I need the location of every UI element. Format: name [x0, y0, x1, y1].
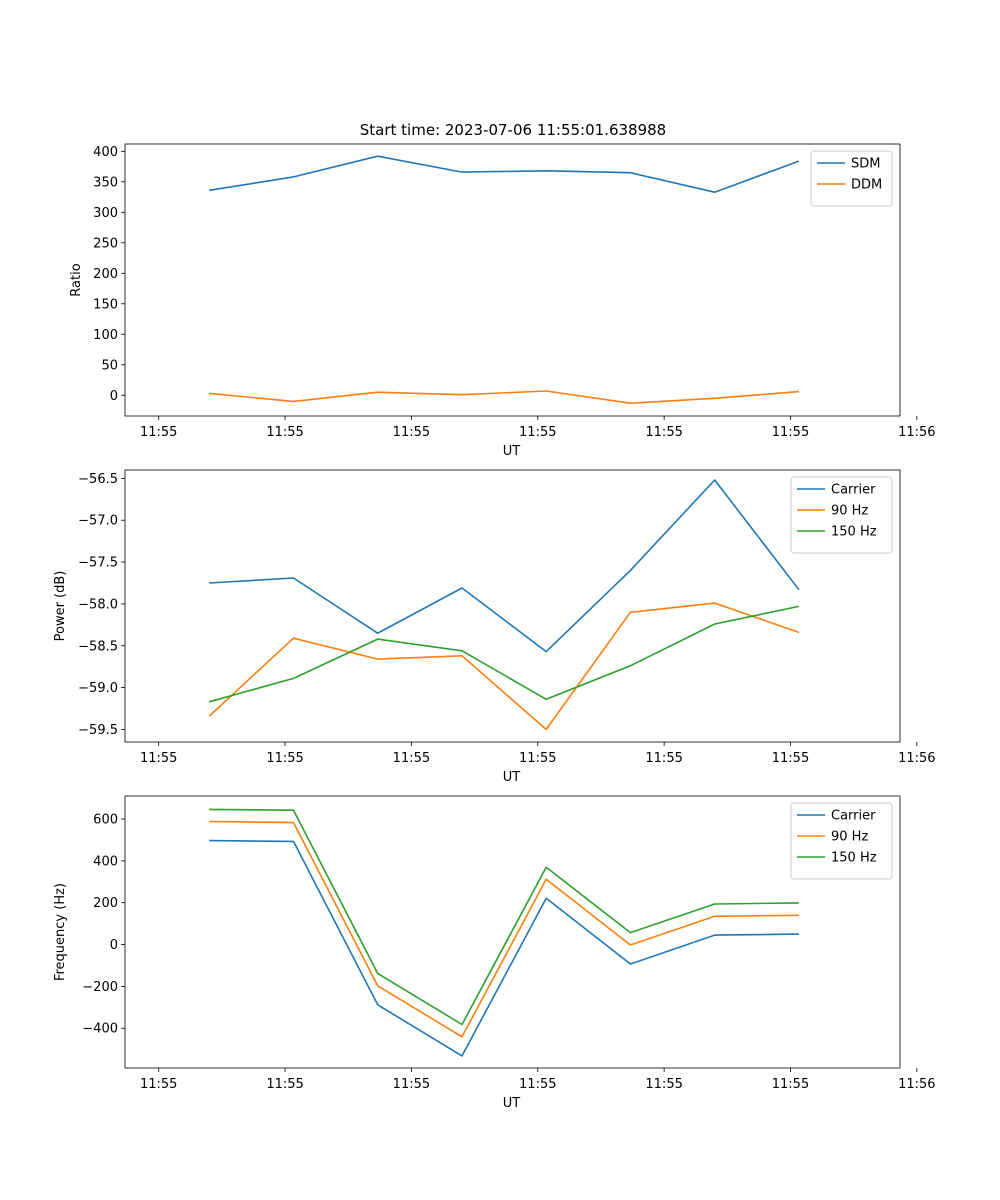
legend-entry: SDM — [851, 157, 880, 172]
chart-title: Start time: 2023-07-06 11:55:01.638988 — [360, 121, 666, 139]
x-axis-label: UT — [503, 1096, 521, 1111]
x-tick-label: 11:55 — [393, 425, 430, 440]
x-tick-label: 11:56 — [898, 1077, 935, 1092]
x-tick-label: 11:56 — [898, 751, 935, 766]
series-line-90-hz — [208, 602, 800, 731]
x-tick-label: 11:55 — [266, 1077, 303, 1092]
y-tick-label: −59.5 — [78, 723, 118, 738]
y-tick-label: 200 — [93, 267, 118, 282]
y-tick-label: −58.0 — [78, 597, 118, 612]
y-tick-label: −57.5 — [78, 556, 118, 571]
y-tick-label: 400 — [93, 854, 118, 869]
x-tick-label: 11:55 — [266, 425, 303, 440]
panel-3: −400 −200 0 200 400 600 11:55 11:55 11:55 11:55 11… — [53, 795, 936, 1111]
y-tick-label: 50 — [101, 358, 118, 373]
x-tick-label: 11:55 — [772, 751, 809, 766]
legend-box — [790, 476, 893, 554]
legend-entry: Carrier — [831, 809, 876, 824]
legend-entry: DDM — [851, 178, 882, 193]
y-tick-label: 200 — [93, 896, 118, 911]
legend: Carrier 90 Hz 150 Hz — [790, 476, 893, 554]
legend: SDM DDM — [810, 150, 893, 207]
y-tick-label: 600 — [93, 813, 118, 828]
series-line-carrier — [209, 839, 799, 1057]
series-line-carrier — [209, 479, 800, 653]
axes-frame — [124, 143, 901, 417]
panel-2: −59.5 −59.0 −58.5 −58.0 −57.5 −57.0 −56.5 11:55… — [53, 469, 936, 785]
legend-entry: 150 Hz — [831, 851, 877, 866]
legend: Carrier 90 Hz 150 Hz — [790, 802, 893, 880]
legend-entry: Carrier — [831, 483, 876, 498]
axes-frame — [124, 469, 901, 743]
x-tick-label: 11:55 — [140, 1077, 177, 1092]
y-tick-label: −59.0 — [78, 681, 118, 696]
series-line-sdm — [209, 155, 800, 193]
x-tick-label: 11:55 — [772, 425, 809, 440]
y-tick-label: 150 — [93, 297, 118, 312]
legend-box — [790, 802, 893, 880]
y-axis-label: Power (dB) — [53, 571, 68, 642]
x-tick-label: 11:55 — [393, 751, 430, 766]
x-tick-label: 11:55 — [393, 1077, 430, 1092]
x-tick-label: 11:55 — [645, 751, 682, 766]
series-line-90-hz — [209, 820, 799, 1038]
y-axis-label: Ratio — [69, 263, 84, 296]
x-tick-label: 11:55 — [140, 425, 177, 440]
x-tick-label: 11:55 — [519, 1077, 556, 1092]
y-tick-label: 250 — [93, 236, 118, 251]
axes-frame — [124, 795, 901, 1069]
y-tick-label: 350 — [93, 175, 118, 190]
series-line-150-hz — [209, 808, 799, 1026]
y-tick-label: −400 — [82, 1022, 118, 1037]
y-tick-label: 0 — [110, 938, 118, 953]
x-tick-label: 11:55 — [519, 425, 556, 440]
x-tick-label: 11:55 — [266, 751, 303, 766]
y-axis-label: Frequency (Hz) — [53, 883, 68, 981]
x-tick-label: 11:55 — [645, 1077, 682, 1092]
y-tick-label: 100 — [93, 328, 118, 343]
y-tick-label: −58.5 — [78, 639, 118, 654]
panel-1: 0 50 100 150 200 250 300 350 400 11:55 11:55 11:55 1… — [69, 143, 936, 459]
x-tick-label: 11:55 — [645, 425, 682, 440]
legend-box — [810, 150, 893, 207]
y-tick-label: 300 — [93, 206, 118, 221]
series-line-ddm — [209, 390, 799, 405]
y-tick-label: −56.5 — [78, 472, 118, 487]
x-tick-label: 11:56 — [898, 425, 935, 440]
y-tick-label: −200 — [82, 980, 118, 995]
x-tick-label: 11:55 — [772, 1077, 809, 1092]
legend-entry: 90 Hz — [831, 830, 868, 845]
y-tick-label: −57.0 — [78, 514, 118, 529]
legend-entry: 150 Hz — [831, 525, 877, 540]
x-axis-label: UT — [503, 444, 521, 459]
x-tick-label: 11:55 — [519, 751, 556, 766]
x-tick-label: 11:55 — [140, 751, 177, 766]
y-tick-label: 0 — [110, 389, 118, 404]
legend-entry: 90 Hz — [831, 504, 868, 519]
y-tick-label: 400 — [93, 145, 118, 160]
series-line-150-hz — [208, 605, 800, 703]
x-axis-label: UT — [503, 770, 521, 785]
